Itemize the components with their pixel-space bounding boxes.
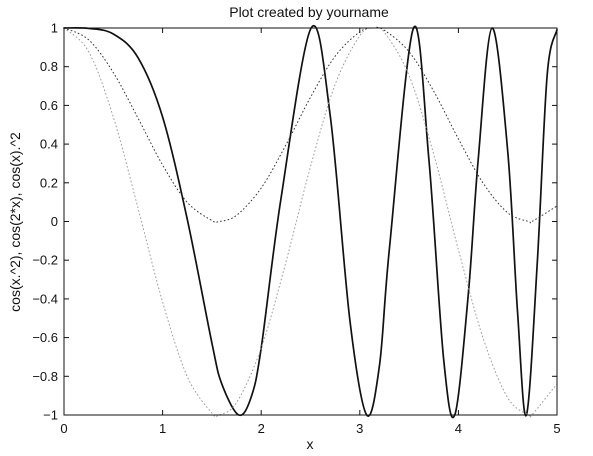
plot-frame — [63, 27, 558, 416]
tick-layer: 0 1 2 3 4 5 −1 −0.8 −0.6 −0.4 −0.2 0 0.2 0.4 0.6 0.8 1 — [32, 21, 560, 437]
y-tick-label: 0 — [51, 214, 58, 229]
series-line-cos-x-squared — [63, 24, 558, 419]
y-tick-label: 0.4 — [40, 137, 58, 152]
y-tick-label: −0.2 — [32, 253, 58, 268]
y-tick-label: 1 — [51, 21, 58, 36]
series-line-cos-x-squared-power — [63, 27, 558, 224]
x-tick-label: 3 — [356, 421, 363, 436]
y-tick-label: 0.8 — [40, 59, 58, 74]
x-tick-label: 5 — [553, 421, 560, 436]
x-tick-label: 2 — [258, 421, 265, 436]
y-tick-label: 0.6 — [40, 98, 58, 113]
y-axis-label: cos(x.^2), cos(2*x), cos(x).^2 — [7, 132, 23, 312]
y-tick-label: −0.8 — [32, 369, 58, 384]
chart-title: Plot created by yourname — [229, 4, 389, 20]
x-axis-label: x — [307, 436, 314, 452]
x-tick-label: 1 — [159, 421, 166, 436]
x-tick-label: 4 — [455, 421, 462, 436]
y-tick-label: −0.6 — [32, 330, 58, 345]
series-line-cos-2x — [63, 26, 558, 419]
series-layer — [63, 24, 558, 419]
y-tick-label: −1 — [43, 408, 58, 423]
y-tick-label: −0.4 — [32, 291, 58, 306]
y-tick-label: 0.2 — [40, 175, 58, 190]
x-tick-label: 0 — [60, 421, 67, 436]
